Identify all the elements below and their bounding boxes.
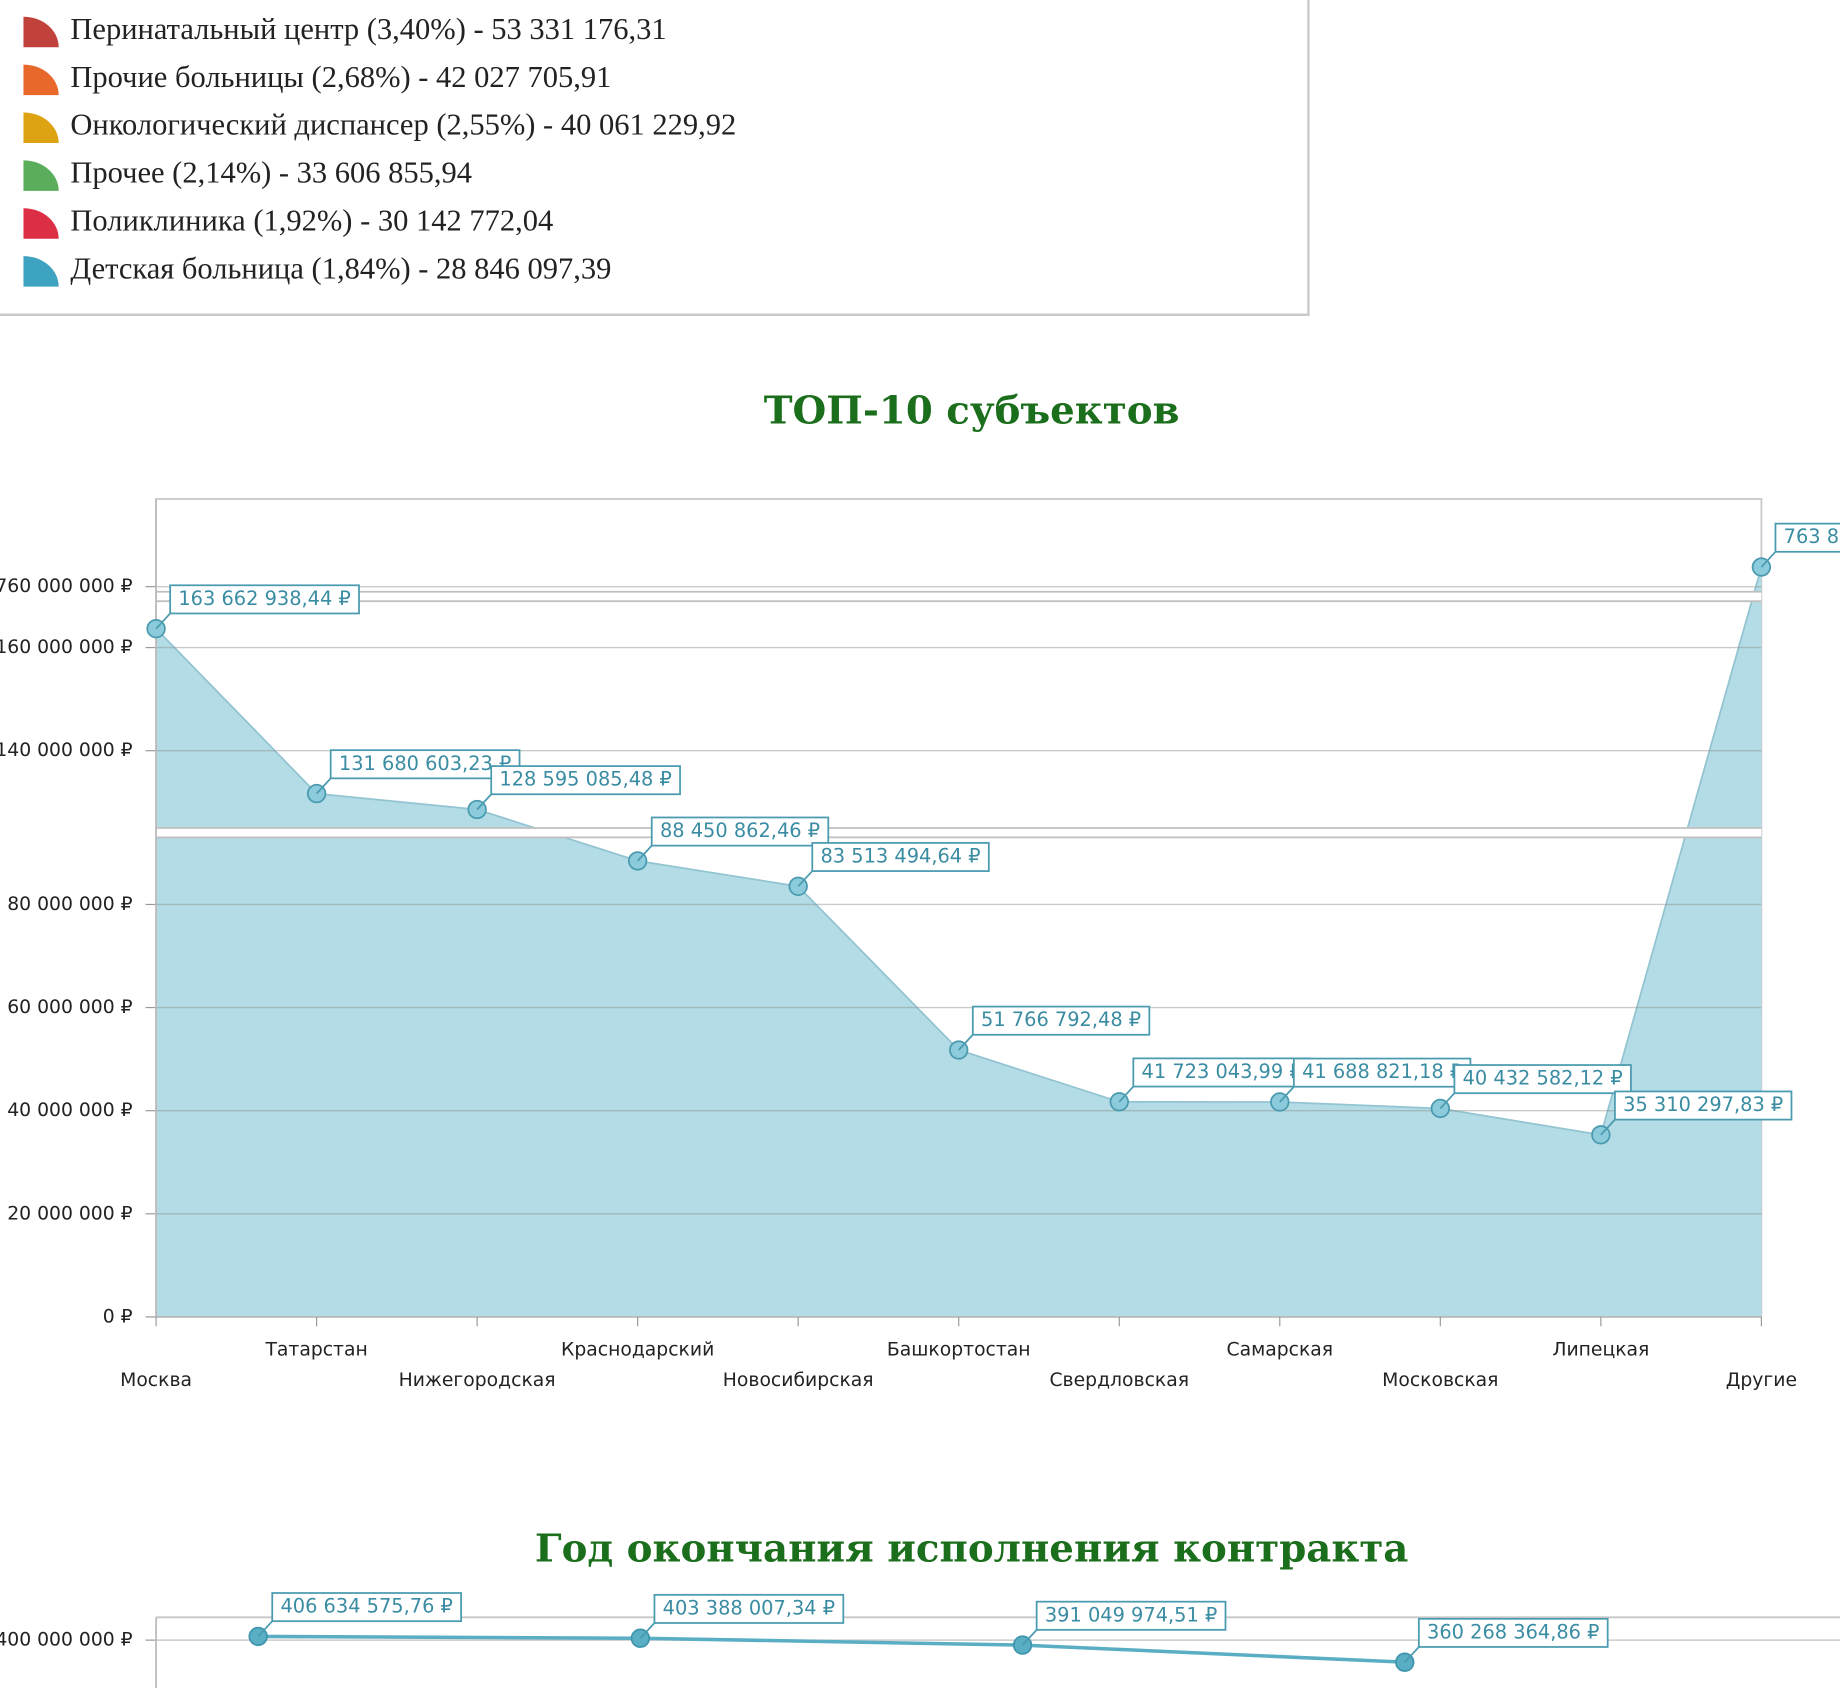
value-label: 131 680 603,23 ₽ bbox=[339, 752, 511, 775]
x-tick-label: Москва bbox=[120, 1370, 192, 1391]
legend-icon bbox=[23, 112, 59, 143]
x-tick-label: Краснодарский bbox=[561, 1339, 714, 1360]
legend-icon bbox=[23, 160, 59, 191]
value-label: 391 049 974,51 ₽ bbox=[1045, 1603, 1217, 1626]
y-tick-label: 80 000 000 ₽ bbox=[7, 894, 132, 915]
legend-box bbox=[0, 0, 1310, 316]
legend-icon bbox=[23, 208, 59, 239]
value-label-box bbox=[650, 816, 830, 847]
value-label: 163 662 938,44 ₽ bbox=[178, 587, 350, 610]
x-tick-label: Свердловская bbox=[1049, 1370, 1189, 1391]
label-connector bbox=[1600, 1119, 1616, 1136]
scale-break bbox=[156, 591, 1762, 602]
x-tick-label: Башкортостан bbox=[887, 1339, 1031, 1360]
value-label-box bbox=[653, 1593, 845, 1624]
value-label-box bbox=[169, 584, 360, 615]
y-tick-label: 40 000 000 ₽ bbox=[7, 1100, 132, 1121]
label-connector bbox=[1021, 1629, 1038, 1646]
value-label: 360 268 364,86 ₽ bbox=[1427, 1620, 1599, 1643]
label-connector bbox=[639, 1622, 656, 1639]
value-label: 41 688 821,18 ₽ bbox=[1302, 1060, 1462, 1083]
label-connector bbox=[476, 793, 492, 811]
label-connector bbox=[1760, 551, 1777, 568]
value-label-box bbox=[490, 765, 681, 796]
y-tick-label: 20 000 000 ₽ bbox=[7, 1203, 132, 1224]
area-chart: 0 ₽ 20 000 000 ₽ 40 000 000 ₽ 60 000 000 ₽ 8… bbox=[0, 498, 1840, 1391]
value-label-box bbox=[1035, 1600, 1227, 1631]
chart-title: ТОП-10 субъектов bbox=[764, 388, 1180, 433]
value-label: 35 310 297,83 ₽ bbox=[1623, 1093, 1783, 1116]
value-label: 128 595 085,48 ₽ bbox=[499, 768, 671, 791]
value-label-box bbox=[1453, 1064, 1632, 1095]
value-label-box bbox=[329, 749, 521, 780]
value-label-box bbox=[1417, 1617, 1609, 1648]
label-connector bbox=[797, 870, 813, 887]
legend-icon bbox=[23, 16, 59, 48]
label-connector bbox=[257, 1620, 273, 1638]
value-label: 406 634 575,76 ₽ bbox=[280, 1595, 452, 1618]
chart-title: Год окончания исполнения контракта bbox=[535, 1527, 1409, 1572]
legend-label: Детская больница (1,84%) - 28 846 097,39 bbox=[70, 251, 611, 285]
value-label-box bbox=[811, 842, 990, 872]
label-connector bbox=[155, 612, 171, 630]
y-tick-label: 0 ₽ bbox=[103, 1306, 133, 1327]
x-tick-label: Татарстан bbox=[264, 1339, 367, 1360]
legend-label: Поликлиника (1,92%) - 30 142 772,04 bbox=[70, 203, 553, 237]
x-tick-label: Липецкая bbox=[1552, 1339, 1649, 1360]
label-connector bbox=[1404, 1646, 1420, 1663]
y-tick-label: 60 000 000 ₽ bbox=[7, 997, 132, 1018]
value-label-box bbox=[271, 1592, 462, 1623]
value-label: 763 8 bbox=[1784, 525, 1839, 548]
y-tick-label: 140 000 000 ₽ bbox=[0, 740, 133, 761]
value-label: 403 388 007,34 ₽ bbox=[663, 1596, 835, 1619]
label-connector bbox=[958, 1034, 974, 1051]
line-chart: 400 000 000 ₽ 406 634 575,76 ₽ 403 388 007… bbox=[0, 1592, 1840, 1688]
value-label-box bbox=[1132, 1057, 1311, 1088]
legend-label: Прочие больницы (2,68%) - 42 027 705,91 bbox=[70, 60, 611, 94]
x-tick-label: Московская bbox=[1382, 1370, 1498, 1391]
legend-icon bbox=[23, 256, 59, 287]
value-label: 41 723 043,99 ₽ bbox=[1142, 1060, 1302, 1083]
line bbox=[258, 1634, 1405, 1664]
value-label-box bbox=[1614, 1090, 1793, 1121]
legend: Перинатальный центр (3,40%) - 53 331 176… bbox=[23, 12, 736, 287]
scale-break bbox=[156, 828, 1762, 838]
x-tick-label: Самарская bbox=[1226, 1339, 1333, 1360]
area bbox=[156, 567, 1762, 1317]
legend-label: Прочее (2,14%) - 33 606 855,94 bbox=[70, 156, 472, 190]
legend-label: Онкологический диспансер (2,55%) - 40 06… bbox=[70, 108, 736, 142]
value-label: 88 450 862,46 ₽ bbox=[660, 819, 820, 842]
value-label: 40 432 582,12 ₽ bbox=[1463, 1067, 1623, 1090]
legend-icon bbox=[23, 64, 59, 96]
y-tick-label: 760 000 000 ₽ bbox=[0, 576, 133, 597]
value-label: 51 766 792,48 ₽ bbox=[981, 1008, 1141, 1031]
label-connector bbox=[1279, 1086, 1295, 1103]
y-tick-label: 400 000 000 ₽ bbox=[0, 1630, 133, 1651]
value-label-box bbox=[1774, 522, 1840, 553]
value-label-box bbox=[971, 1005, 1151, 1036]
label-connector bbox=[1118, 1085, 1134, 1103]
label-connector bbox=[315, 777, 332, 795]
x-tick-label: Другие bbox=[1726, 1370, 1797, 1391]
label-connector bbox=[1439, 1092, 1456, 1110]
x-tick-label: Новосибирская bbox=[723, 1370, 874, 1391]
legend-label: Перинатальный центр (3,40%) - 53 331 176… bbox=[70, 12, 666, 46]
value-label: 83 513 494,64 ₽ bbox=[820, 845, 980, 868]
y-tick-label: 160 000 000 ₽ bbox=[0, 637, 133, 658]
label-connector bbox=[637, 845, 653, 862]
x-tick-label: Нижегородская bbox=[399, 1370, 556, 1391]
